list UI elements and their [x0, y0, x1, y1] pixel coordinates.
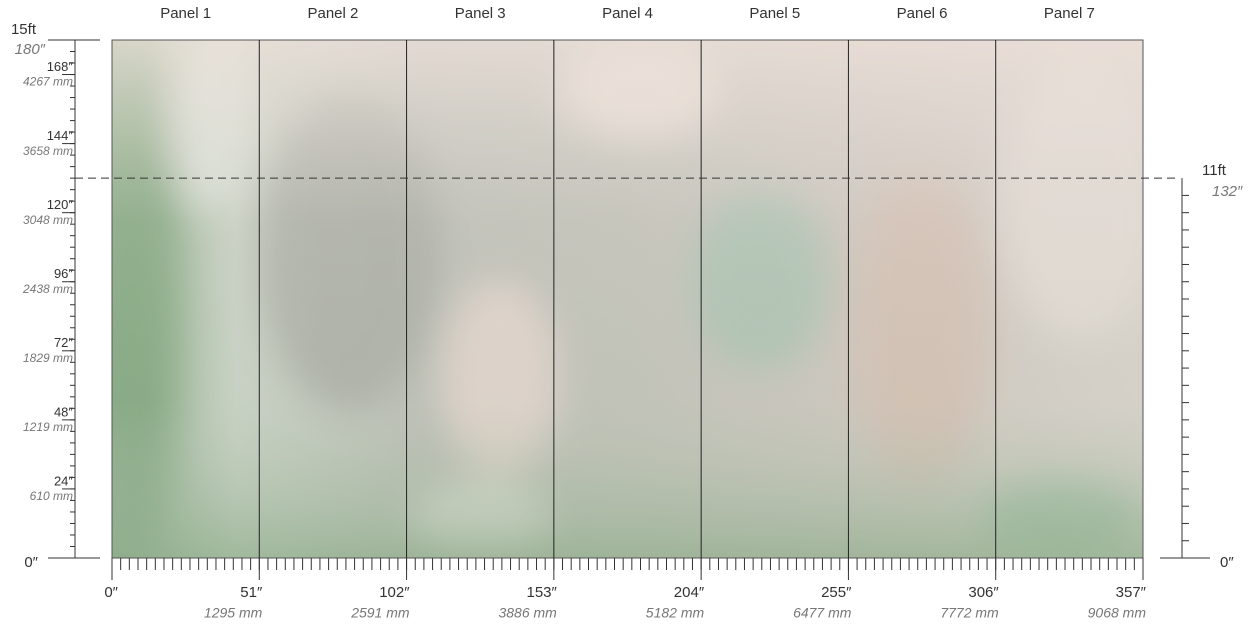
- tick-inches: 120″: [47, 197, 74, 212]
- zero-label: 0″: [1220, 554, 1234, 571]
- tick-inches: 255″: [821, 584, 852, 601]
- panel-label: Panel 5: [749, 5, 800, 22]
- tick-inches: 306″: [968, 584, 999, 601]
- tick-mm: 1219 mm: [23, 420, 73, 434]
- mural-border: [111, 39, 1144, 559]
- tick-mm: 610 mm: [30, 489, 73, 503]
- zero-label: 0″: [24, 554, 38, 571]
- tick-mm: 4267 mm: [23, 75, 73, 89]
- tick-mm: 5182 mm: [646, 605, 705, 621]
- panel-label: Panel 3: [455, 5, 506, 22]
- tick-mm: 7772 mm: [940, 605, 999, 621]
- tick-inches: 96″: [54, 266, 73, 281]
- tick-inches: 153″: [527, 584, 558, 601]
- tick-mm: 1295 mm: [204, 605, 263, 621]
- height-inches: 132″: [1212, 183, 1243, 200]
- tick-inches: 51″: [240, 584, 263, 601]
- height-inches: 180″: [15, 41, 46, 58]
- tick-inches: 0″: [104, 584, 118, 601]
- tick-inches: 144″: [47, 128, 74, 143]
- tick-mm: 2591 mm: [350, 605, 410, 621]
- tick-inches: 168″: [47, 59, 74, 74]
- tick-inches: 204″: [674, 584, 705, 601]
- mural-image: [112, 40, 1143, 558]
- panel-label: Panel 6: [897, 5, 948, 22]
- tick-mm: 9068 mm: [1088, 605, 1147, 621]
- tick-mm: 3048 mm: [23, 213, 73, 227]
- tick-mm: 6477 mm: [793, 605, 852, 621]
- tick-inches: 357″: [1116, 584, 1147, 601]
- tick-inches: 48″: [54, 404, 73, 419]
- panel-label: Panel 4: [602, 5, 653, 22]
- tick-inches: 72″: [54, 335, 73, 350]
- tick-inches: 24″: [54, 473, 73, 488]
- height-ft: 15ft: [11, 21, 37, 38]
- tick-mm: 2438 mm: [22, 282, 73, 296]
- height-ft: 11ft: [1202, 162, 1227, 179]
- tick-mm: 1829 mm: [23, 351, 73, 365]
- panel-label: Panel 1: [160, 5, 211, 22]
- panel-label: Panel 2: [307, 5, 358, 22]
- tick-mm: 3658 mm: [23, 144, 73, 158]
- tick-mm: 3886 mm: [498, 605, 557, 621]
- panel-label: Panel 7: [1044, 5, 1095, 22]
- tick-inches: 102″: [379, 584, 410, 601]
